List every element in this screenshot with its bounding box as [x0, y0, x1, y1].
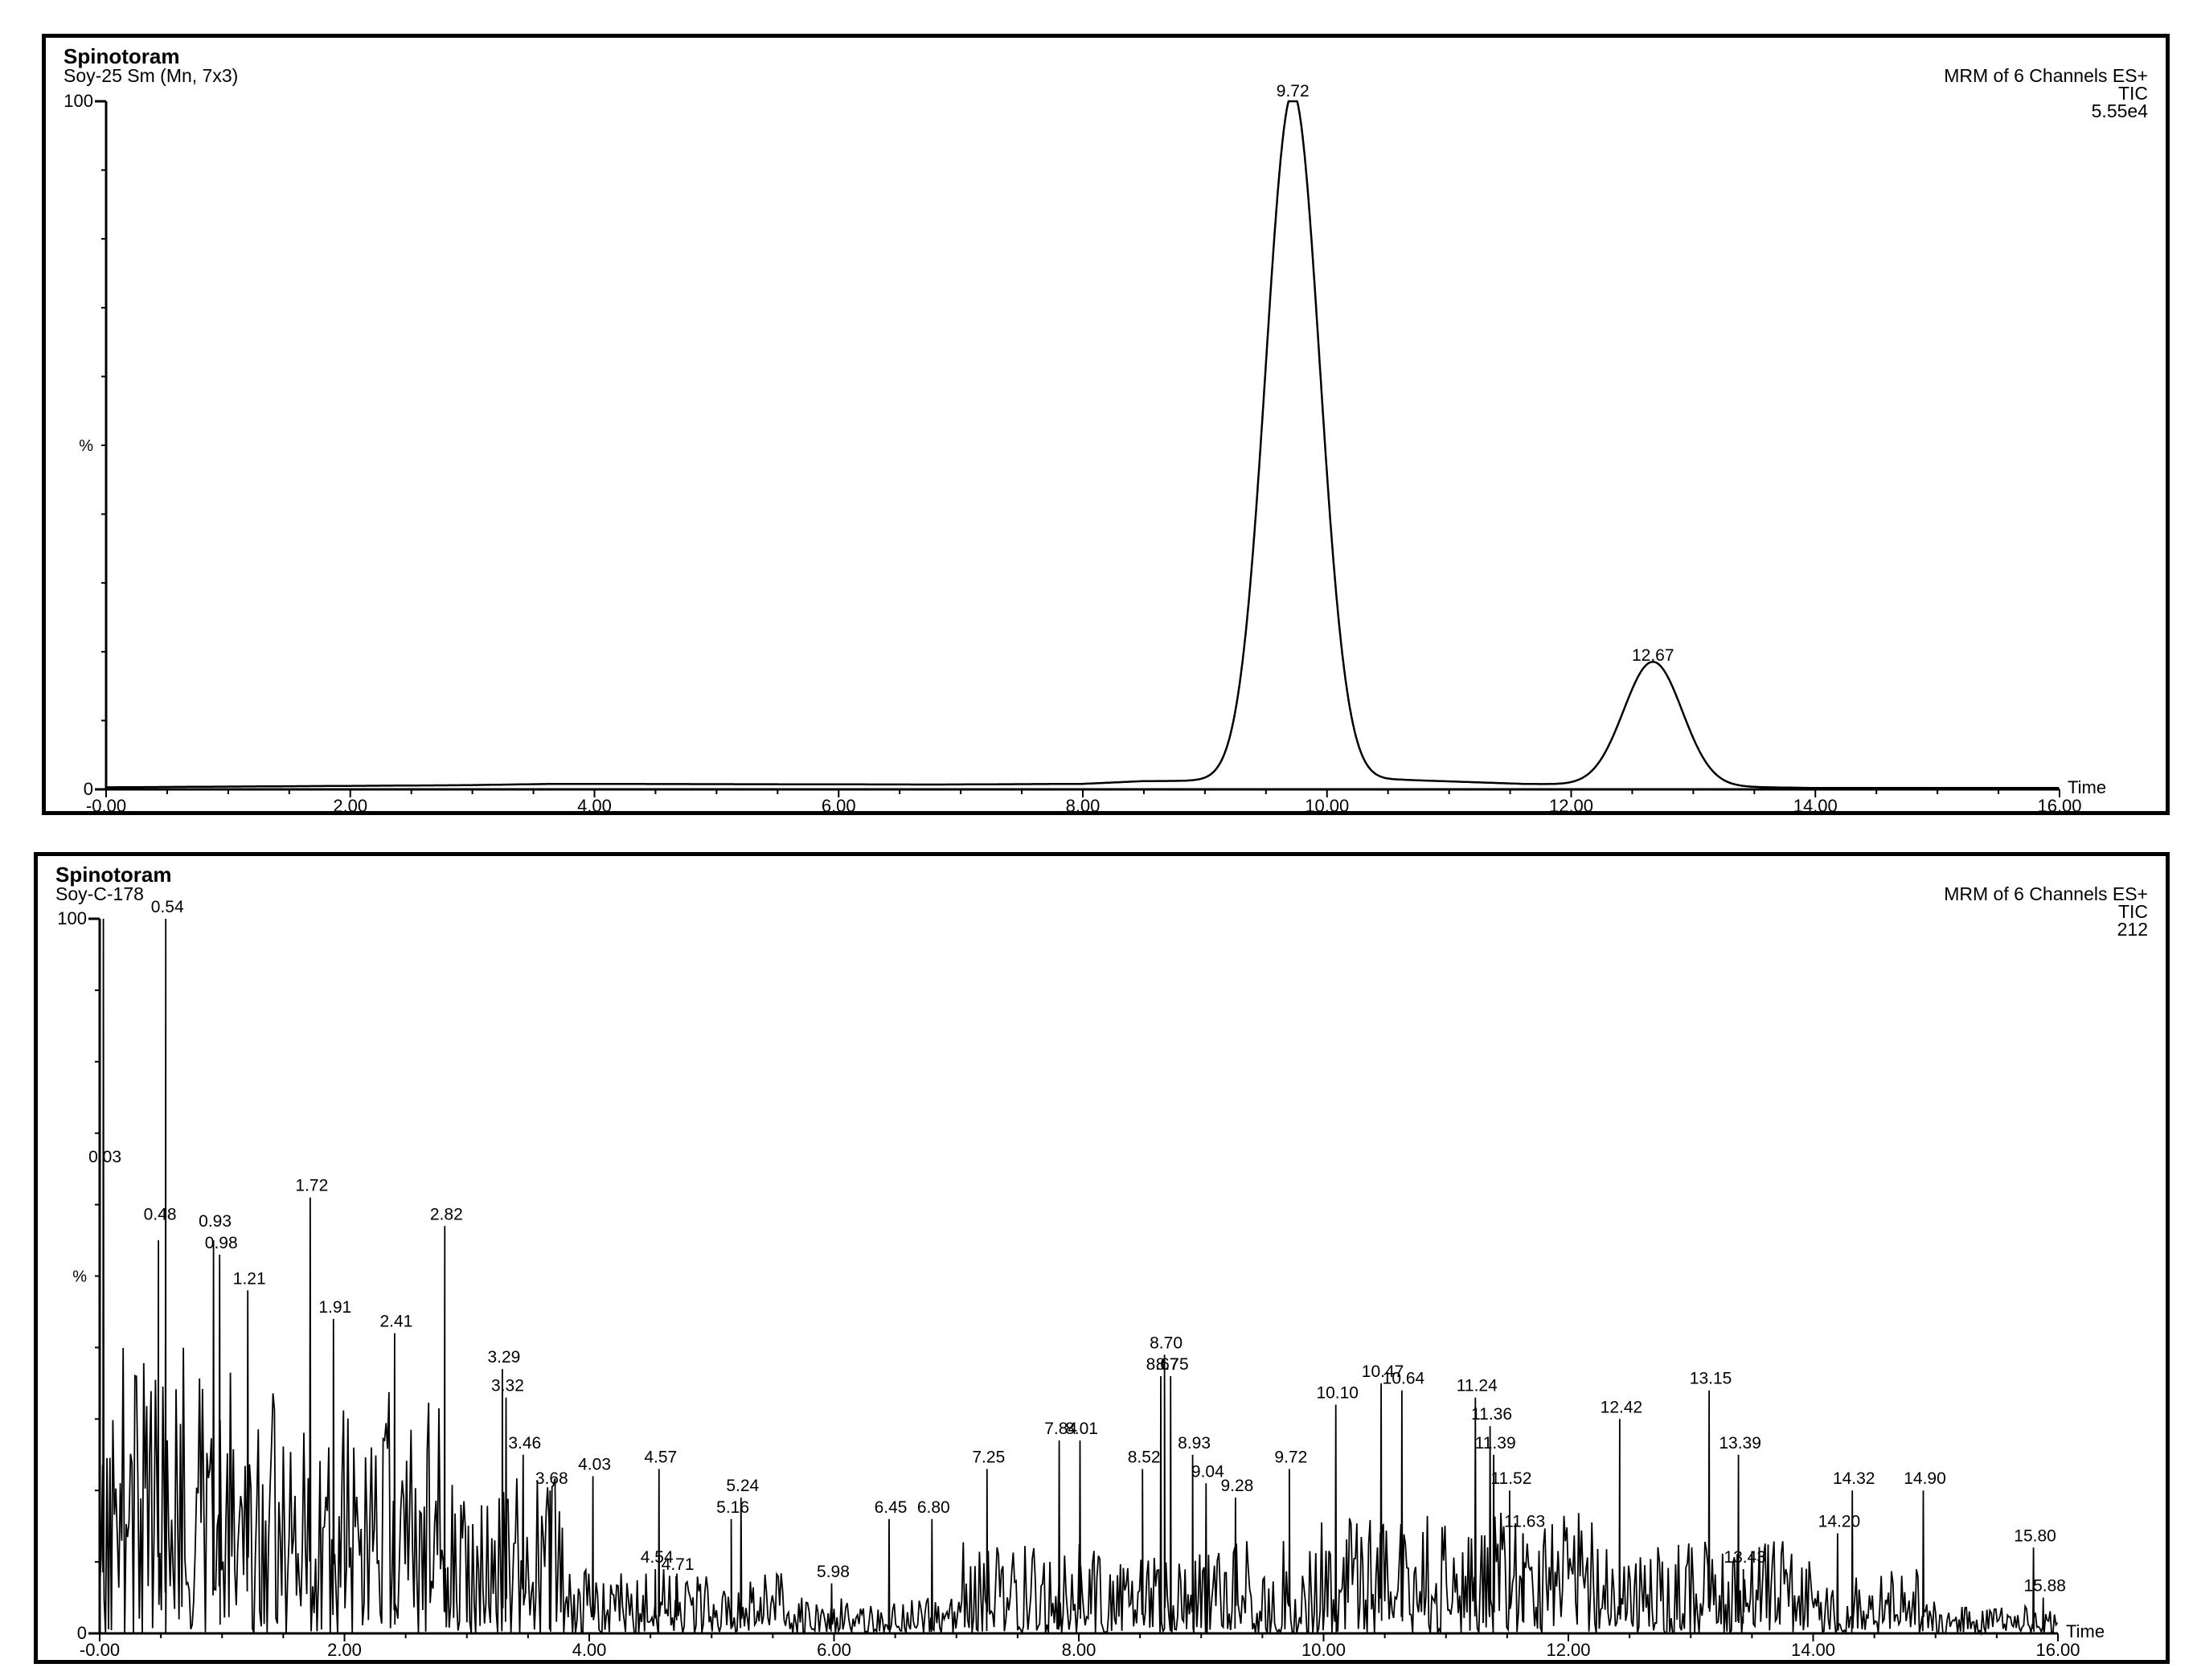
chromatogram-plot-top: -0.00 2.00 4.00 6.00 8.00 10.00 12.00 14.00 16.0…: [46, 38, 2166, 811]
peak-label: 7.25: [972, 1448, 1005, 1467]
peak-label: 8.52: [1128, 1448, 1161, 1467]
x-tick-label: 4.00: [577, 796, 612, 816]
peak-label: 5.24: [726, 1477, 759, 1495]
peak-label: 3.29: [487, 1348, 520, 1367]
peak-label: 6.80: [917, 1498, 950, 1517]
peak-label: 14.90: [1904, 1469, 1946, 1488]
chromatogram-trace: [100, 919, 2057, 1633]
peak-label: 8.70: [1150, 1334, 1183, 1352]
x-tick-label: 8.00: [1062, 1640, 1096, 1660]
x-tick-label: 12.00: [1549, 796, 1593, 816]
x-tick-label: 10.00: [1301, 1640, 1346, 1660]
x-tick-label: 2.00: [333, 796, 367, 816]
y-axis-label: %: [72, 1268, 87, 1286]
peak-label: 13.43: [1724, 1548, 1766, 1567]
peak-label: 4.57: [644, 1448, 677, 1467]
peak-label: 9.72: [1277, 82, 1310, 100]
peak-label: 14.32: [1833, 1469, 1875, 1488]
x-tick-label: 16.00: [2037, 796, 2081, 816]
peak-label: 0.03: [88, 1148, 121, 1166]
x-tick-label: 8.00: [1066, 796, 1101, 816]
y-tick-label: 100: [64, 91, 93, 111]
x-tick-label: 6.00: [822, 796, 856, 816]
peak-label: 11.39: [1475, 1434, 1516, 1453]
peak-label: 11.24: [1457, 1377, 1498, 1395]
chromatogram-panel-top: Spinotoram Soy-25 Sm (Mn, 7x3) MRM of 6 …: [42, 34, 2170, 815]
peak-label: 9.72: [1274, 1448, 1307, 1467]
peak-label: 12.42: [1601, 1398, 1643, 1416]
x-axis-label: Time: [2068, 777, 2106, 797]
x-tick-label: 10.00: [1305, 796, 1349, 816]
peak-label: 12.67: [1632, 646, 1674, 665]
x-tick-label: 14.00: [1793, 796, 1838, 816]
peak-label: 11.36: [1471, 1405, 1512, 1424]
peak-label: 3.32: [491, 1377, 524, 1395]
x-axis-label: Time: [2066, 1621, 2105, 1641]
chromatogram-plot-bottom: -0.00 2.00 4.00 6.00 8.00 10.00 12.00 14.00 16.0…: [38, 856, 2166, 1660]
peak-label: 10.64: [1383, 1370, 1425, 1388]
y-tick-label: 0: [84, 779, 93, 799]
x-tick-label: 14.00: [1791, 1640, 1835, 1660]
x-tick-label: 12.00: [1546, 1640, 1590, 1660]
peak-label: 1.91: [318, 1298, 351, 1317]
y-axis-label: %: [79, 437, 93, 455]
peak-label: 11.52: [1490, 1469, 1531, 1488]
peak-label: 15.80: [2014, 1526, 2056, 1545]
peak-label: 13.15: [1690, 1370, 1732, 1388]
x-tick-label: 16.00: [2035, 1640, 2080, 1660]
peak-label: 1.21: [233, 1269, 266, 1288]
peak-label: 2.41: [379, 1313, 412, 1331]
peak-label: 0.48: [144, 1205, 177, 1223]
peak-label: 3.46: [508, 1434, 541, 1453]
peak-label: 10.10: [1316, 1384, 1359, 1403]
peak-label: 8.01: [1065, 1420, 1098, 1438]
peak-label: 8.93: [1178, 1434, 1211, 1453]
peak-label: 0.93: [199, 1212, 232, 1231]
peak-label: 5.98: [817, 1563, 850, 1581]
x-tick-label: 2.00: [327, 1640, 362, 1660]
peak-label: 8.75: [1156, 1355, 1189, 1374]
peak-label: 3.68: [535, 1469, 568, 1488]
peak-label: 9.28: [1220, 1477, 1253, 1495]
peak-label: 6.45: [875, 1498, 908, 1517]
peak-label: 9.04: [1191, 1462, 1224, 1481]
chromatogram-trace: [106, 101, 2059, 788]
y-tick-label: 0: [77, 1623, 87, 1643]
peak-label: 14.20: [1818, 1513, 1861, 1531]
x-tick-label: 6.00: [817, 1640, 851, 1660]
peak-label: 15.88: [2023, 1577, 2066, 1596]
peak-label: 5.16: [716, 1498, 749, 1517]
peak-label: 4.03: [578, 1455, 611, 1473]
peak-label: 1.72: [295, 1177, 328, 1195]
x-tick-label: 4.00: [572, 1640, 607, 1660]
y-tick-label: 100: [57, 908, 87, 928]
peak-label: 11.63: [1504, 1513, 1545, 1531]
peak-label: 4.71: [662, 1555, 695, 1574]
peak-label: 0.54: [151, 898, 184, 916]
peak-label: 0.98: [205, 1234, 238, 1252]
chromatogram-panel-bottom: Spinotoram Soy-C-178 MRM of 6 Channels E…: [34, 852, 2170, 1664]
peak-label: 13.39: [1719, 1434, 1761, 1453]
peak-label: 2.82: [430, 1205, 463, 1223]
